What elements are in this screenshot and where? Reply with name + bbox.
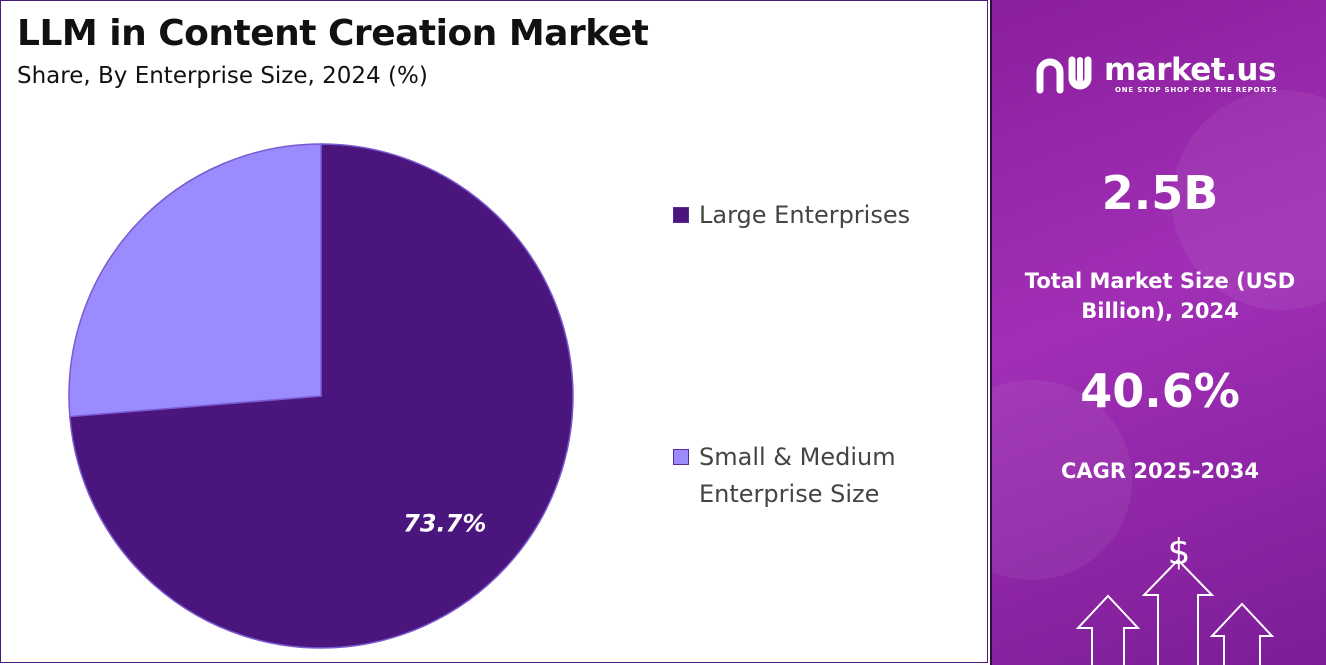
market-size-label: Total Market Size (USD Billion), 2024 [1024,269,1296,323]
cagr-label: CAGR 2025-2034 [1061,459,1259,483]
arrow-up-icon [1209,602,1275,665]
arrow-up-icon [1075,594,1141,665]
side-panel: market.us ONE STOP SHOP FOR THE REPORTS … [990,0,1326,665]
legend-label-large-enterprises: Large Enterprises [699,201,911,229]
chart-title: LLM in Content Creation Market [17,13,649,54]
chart-panel: LLM in Content Creation Market Share, By… [0,0,988,663]
growth-arrows-icon: $ [1075,532,1275,665]
pie-data-label: 73.7% [403,510,486,538]
dollar-sign-icon: $ [1168,532,1191,573]
market-us-logo: market.us ONE STOP SHOP FOR THE REPORTS [1034,50,1304,100]
legend-swatch-small-medium [673,449,689,465]
legend-swatch-large-enterprises [673,207,689,223]
arrow-up-icon [1141,558,1215,665]
market-size-value: 2.5B [1101,166,1219,220]
logo-tagline: ONE STOP SHOP FOR THE REPORTS [1115,86,1278,94]
logo-text: market.us [1104,52,1276,88]
logo-icon [1036,56,1092,94]
legend-label-small-medium: Small & Medium Enterprise Size [699,443,896,508]
pie-slice-small-medium-enterprise [68,143,322,418]
chart-subtitle: Share, By Enterprise Size, 2024 (%) [17,63,428,89]
cagr-value: 40.6% [1080,364,1240,418]
pie-chart: 73.7% [68,143,574,649]
